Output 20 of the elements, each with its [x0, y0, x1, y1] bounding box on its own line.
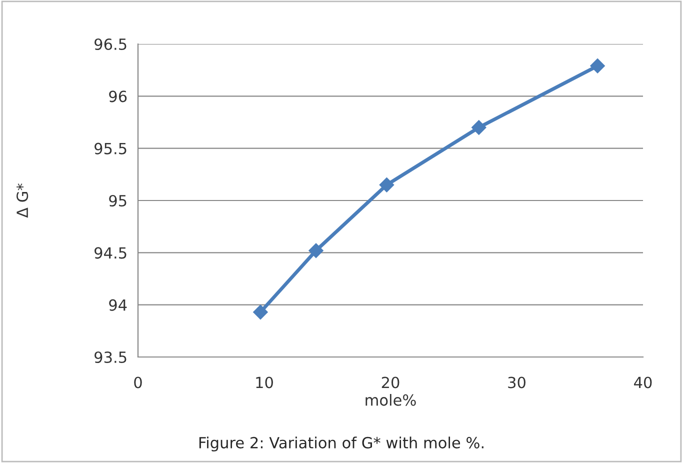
- y-tick-label: 96: [109, 90, 127, 102]
- x-tick-label: 0: [134, 376, 142, 388]
- y-tick-label: 95.5: [94, 142, 126, 154]
- point: [308, 243, 324, 258]
- x-tick-label: 40: [634, 376, 652, 388]
- y-tick-label: 94: [109, 299, 127, 311]
- caption: Figure 2: Variation of G* with mole %.: [199, 436, 484, 452]
- x-tick-label: 30: [508, 376, 526, 388]
- x-tick-label: 20: [382, 376, 400, 388]
- y-tick-label: 96.5: [94, 38, 126, 50]
- x-axis-title: mole%: [366, 394, 416, 406]
- x-tick-label: 10: [256, 376, 273, 388]
- point: [471, 120, 486, 135]
- y-tick-label: 94.5: [94, 247, 126, 259]
- point: [379, 177, 394, 192]
- y-axis-title: Δ G*: [16, 184, 28, 218]
- y-tick-label: 95: [109, 194, 126, 207]
- y-tick-label: 93.5: [94, 351, 126, 364]
- point: [590, 58, 605, 74]
- point: [253, 304, 268, 320]
